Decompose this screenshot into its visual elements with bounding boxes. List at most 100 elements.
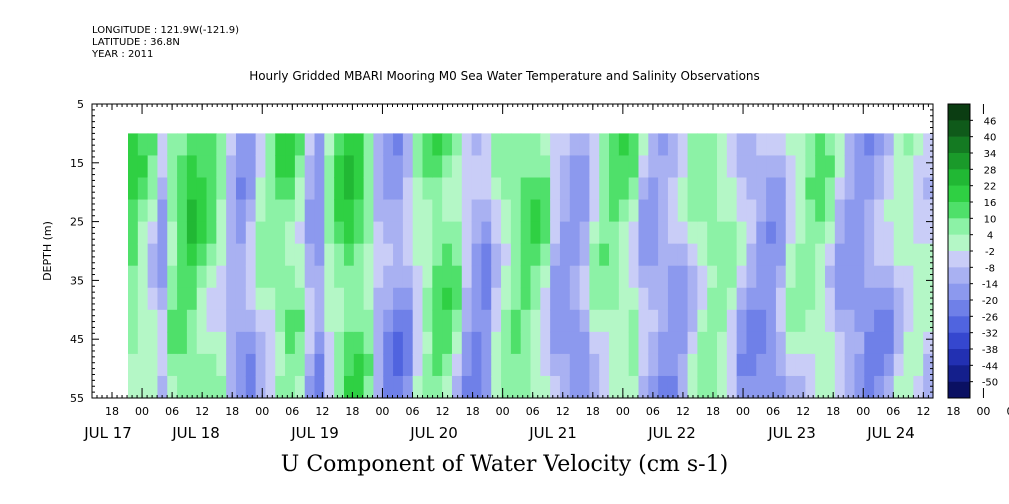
heatmap-cell [697, 155, 708, 179]
heatmap-cell [854, 199, 865, 223]
heatmap-cell [785, 177, 797, 201]
heatmap-cell [648, 177, 659, 201]
heatmap-cell [658, 155, 669, 179]
heatmap-cell [245, 331, 257, 355]
heatmap-cell [402, 375, 414, 399]
heatmap-cell [285, 265, 296, 289]
heatmap-cell [147, 243, 159, 267]
heatmap-cell [618, 221, 630, 245]
heatmap-cell [471, 133, 483, 157]
x-hour-label: 12 [556, 405, 570, 418]
heatmap-cell [383, 353, 394, 377]
heatmap-cell [864, 287, 875, 311]
heatmap-cell [294, 221, 306, 245]
y-tick-label: 55 [70, 392, 84, 405]
heatmap-cell [324, 243, 335, 267]
heatmap-cell [648, 331, 659, 355]
heatmap-cell [177, 199, 188, 223]
heatmap-cell [422, 287, 433, 311]
heatmap-cell [746, 199, 757, 223]
heatmap-cell [913, 287, 924, 311]
colorbar-swatch [948, 283, 970, 301]
heatmap-cell [128, 353, 139, 377]
heatmap-cell [412, 331, 424, 355]
heatmap-cell [442, 221, 453, 245]
heatmap-cell [883, 331, 895, 355]
heatmap-cell [186, 309, 198, 333]
heatmap-cell [265, 133, 276, 157]
heatmap-cell [707, 265, 718, 289]
heatmap-cell [147, 199, 159, 223]
heatmap-cell [609, 309, 620, 333]
colorbar-label: -20 [982, 296, 998, 307]
heatmap-cell [471, 155, 483, 179]
heatmap-cell [128, 221, 139, 245]
heatmap-cell [128, 133, 139, 157]
heatmap-cell [461, 287, 473, 311]
heatmap-cell [579, 353, 591, 377]
heatmap-cell [265, 287, 276, 311]
heatmap-cell [825, 177, 836, 201]
colorbar-label: -8 [985, 263, 995, 274]
heatmap-cell [550, 221, 561, 245]
heatmap-cell [226, 221, 237, 245]
heatmap-cell [893, 155, 905, 179]
heatmap-cell [157, 177, 168, 201]
heatmap-cell [893, 331, 905, 355]
heatmap-cell [442, 331, 453, 355]
heatmap-cell [186, 243, 198, 267]
heatmap-cell [815, 221, 826, 245]
heatmap-cell [334, 199, 345, 223]
heatmap-cell [186, 375, 198, 399]
heatmap-cell [638, 265, 649, 289]
heatmap-cell [697, 133, 708, 157]
heatmap-cell [530, 375, 541, 399]
heatmap-cell [363, 331, 375, 355]
x-hour-label: 18 [586, 405, 600, 418]
x-hour-label: 00 [135, 405, 149, 418]
heatmap-cell [667, 309, 679, 333]
x-date-label: JUL 20 [409, 424, 458, 442]
heatmap-cell [520, 221, 532, 245]
heatmap-cell [844, 287, 856, 311]
heatmap-cell [638, 287, 649, 311]
year-label: YEAR : 2011 [92, 49, 154, 60]
heatmap-cell [883, 375, 895, 399]
heatmap-cell [746, 331, 757, 355]
heatmap-cell [530, 243, 541, 267]
x-axis-title: U Component of Water Velocity (cm s-1) [280, 452, 729, 477]
heatmap-cell [177, 243, 188, 267]
heatmap-cell [805, 243, 816, 267]
heatmap-cell [265, 177, 276, 201]
heatmap-cell [766, 221, 777, 245]
heatmap-cell [422, 221, 433, 245]
heatmap-cell [569, 133, 581, 157]
heatmap-cell [844, 155, 856, 179]
heatmap-cell [913, 265, 924, 289]
heatmap-cell [677, 265, 689, 289]
heatmap-cell [805, 155, 816, 179]
heatmap-cell [461, 353, 473, 377]
heatmap-cell [501, 375, 512, 399]
heatmap-cell [648, 221, 659, 245]
heatmap-cell [353, 309, 365, 333]
heatmap-cell [795, 331, 806, 355]
heatmap-cell [834, 199, 846, 223]
x-date-label: JUL 22 [647, 424, 696, 442]
y-tick-label: 45 [70, 333, 84, 346]
heatmap-cell [736, 331, 748, 355]
heatmap-cell [825, 133, 836, 157]
heatmap-cell [854, 375, 865, 399]
heatmap-cell [834, 265, 846, 289]
heatmap-cell [196, 265, 208, 289]
heatmap-cell [628, 287, 640, 311]
heatmap-cell [353, 353, 365, 377]
heatmap-cell [825, 287, 836, 311]
heatmap-cell [235, 287, 247, 311]
heatmap-cell [324, 353, 335, 377]
heatmap-cell [540, 331, 551, 355]
heatmap-cell [363, 309, 375, 333]
heatmap-cell [334, 375, 345, 399]
heatmap-cell [147, 331, 159, 355]
heatmap-cell [717, 133, 728, 157]
